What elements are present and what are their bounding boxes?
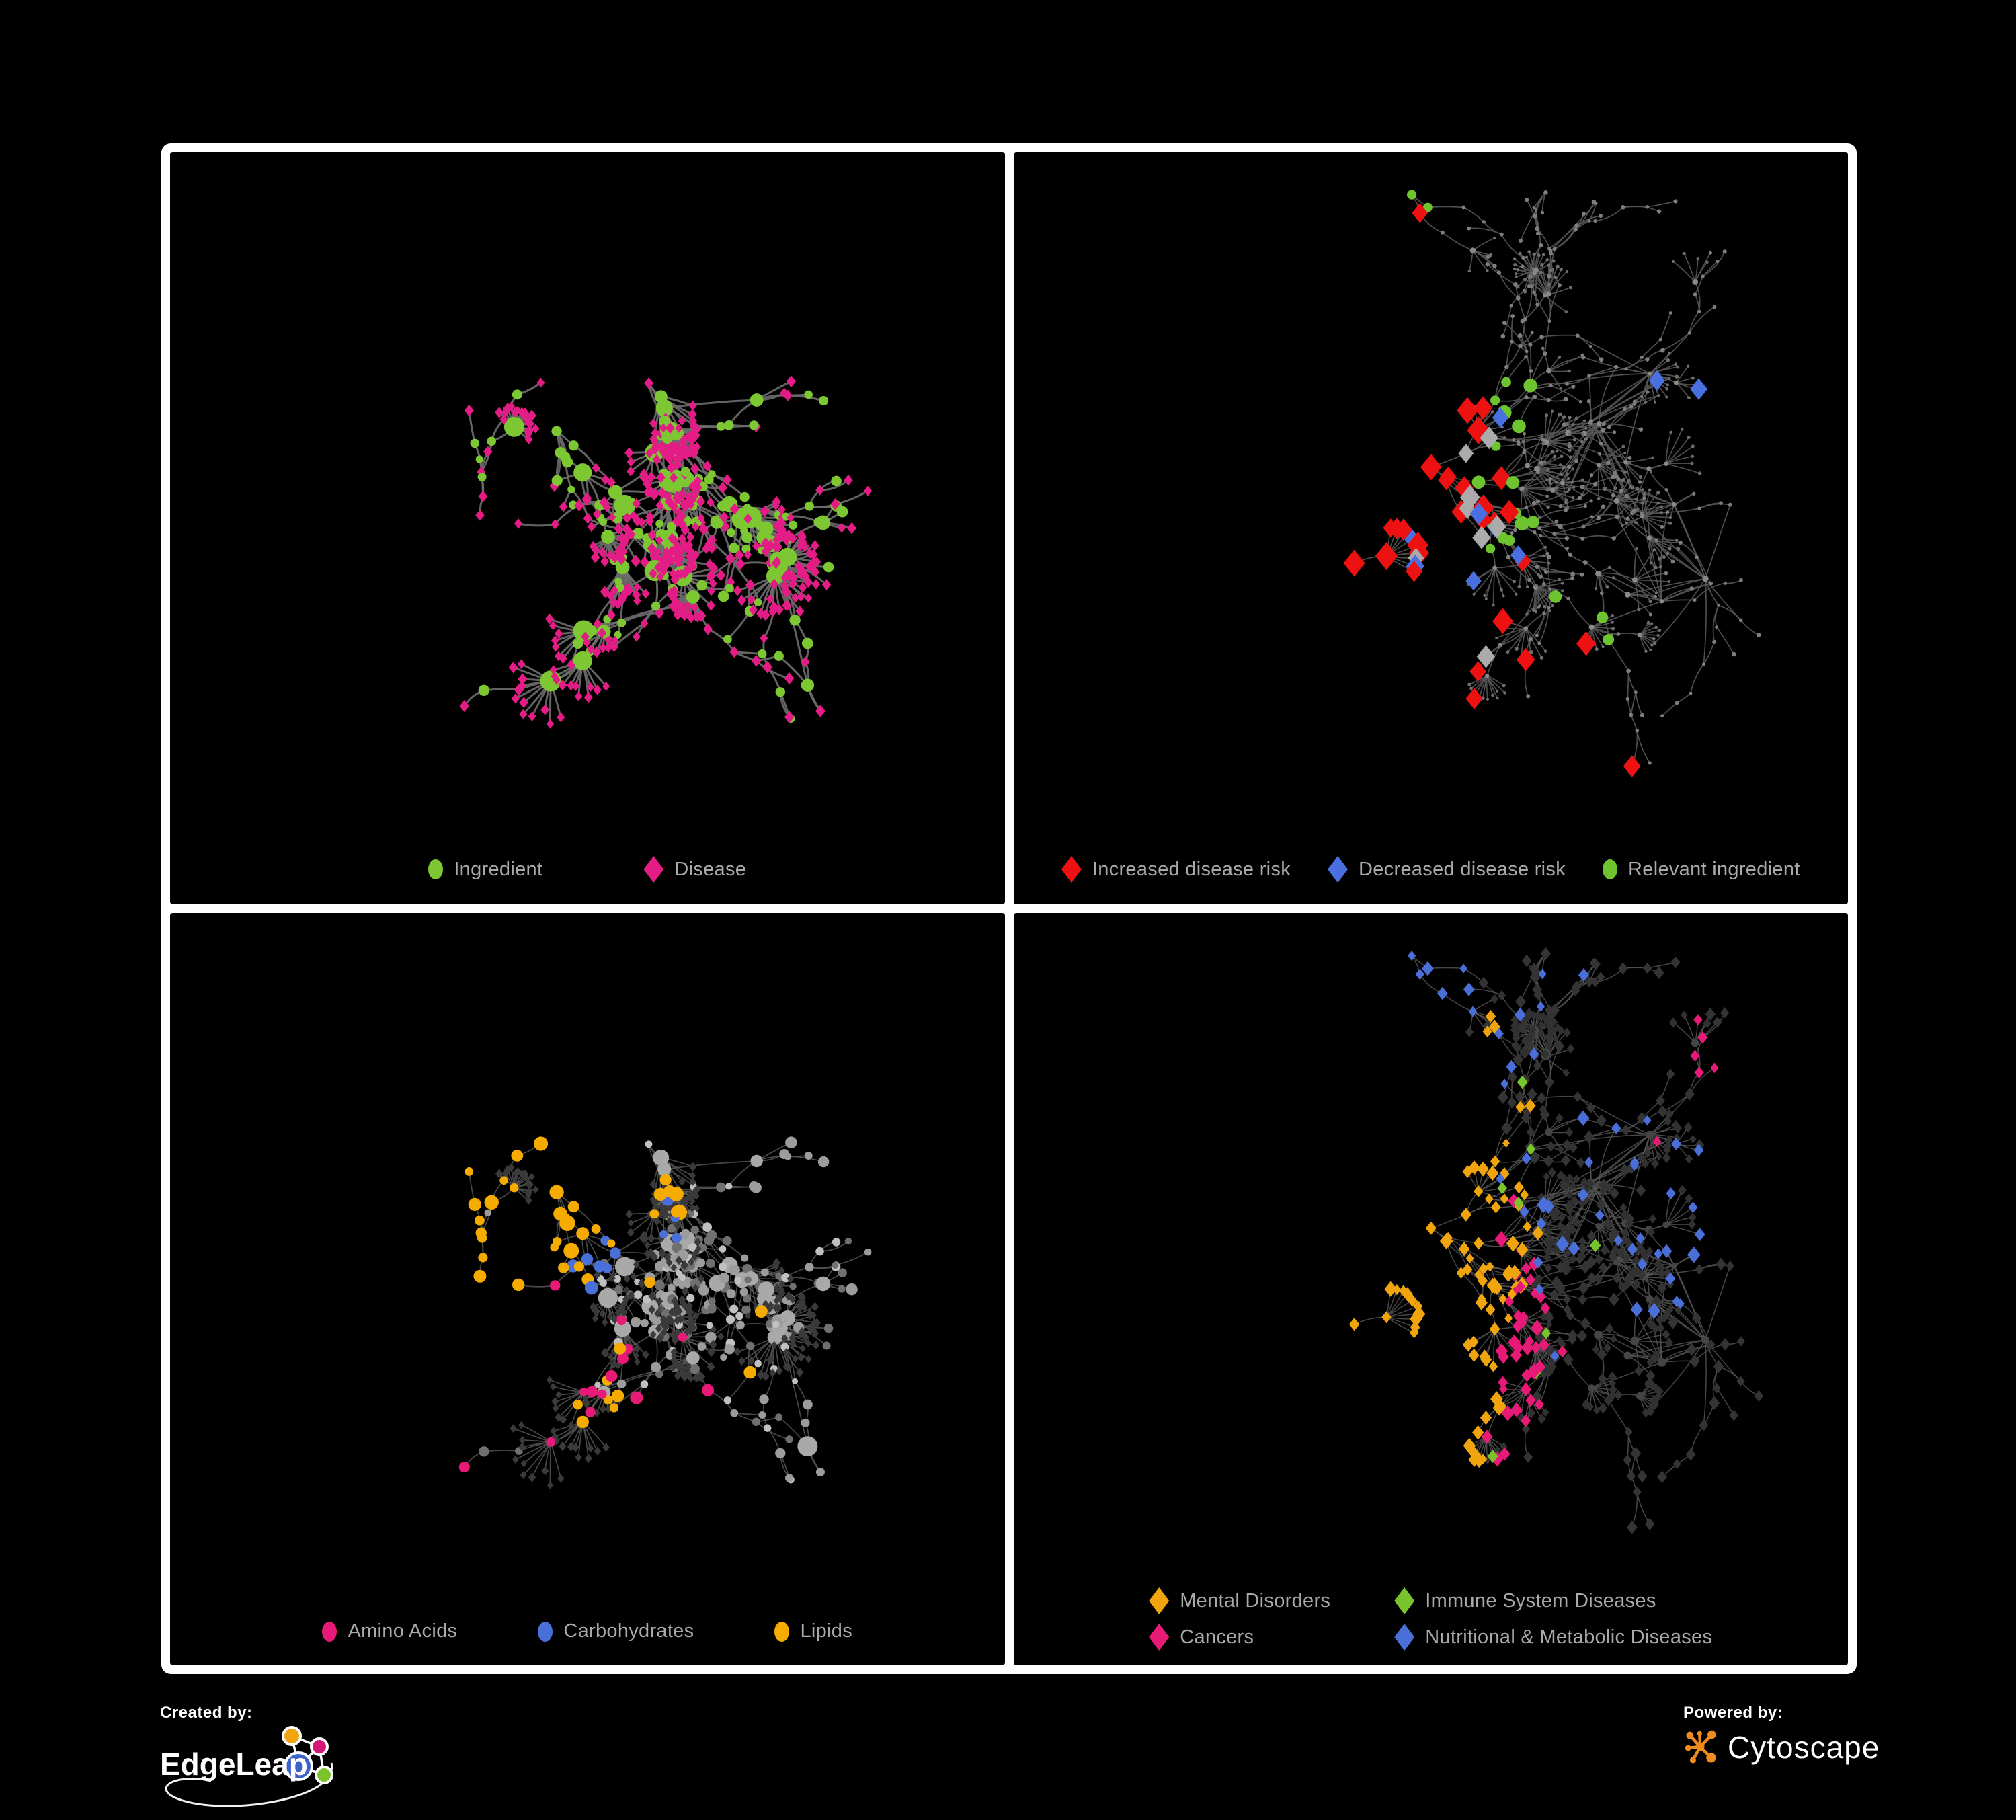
created-by-label: Created by: bbox=[160, 1704, 253, 1722]
diamond-marker bbox=[643, 856, 664, 883]
diamond-marker bbox=[1149, 1624, 1170, 1651]
disease-categories-legend: Mental Disorders Immune System Diseases Ca… bbox=[1014, 1587, 1849, 1651]
legend-item-lipids: Lipids bbox=[774, 1620, 852, 1643]
diamond-marker bbox=[1394, 1587, 1415, 1614]
legend-label: Decreased disease risk bbox=[1359, 858, 1566, 880]
nutrient-classes-legend: Amino Acids Carbohydrates Lipids bbox=[170, 1620, 1005, 1643]
edgeleap-logo-nodes bbox=[282, 1726, 333, 1784]
edgeleap-wordmark: EdgeLeap bbox=[160, 1747, 308, 1782]
edgeleap-node-green bbox=[315, 1766, 333, 1784]
ingredient-disease-legend: Ingredient Disease bbox=[170, 856, 1005, 883]
legend-label: Amino Acids bbox=[348, 1620, 458, 1642]
legend-item-nutritional-metabolic-diseases: Nutritional & Metabolic Diseases bbox=[1394, 1624, 1712, 1651]
panel-ingredient-disease: Ingredient Disease bbox=[170, 152, 1005, 904]
legend-item-immune-system-diseases: Immune System Diseases bbox=[1394, 1587, 1712, 1614]
legend-label: Relevant ingredient bbox=[1628, 858, 1800, 880]
circle-marker bbox=[538, 1621, 553, 1642]
disease-risk-network-graph bbox=[1343, 190, 1761, 777]
ingredient-disease-network-graph bbox=[459, 375, 873, 729]
cytoscape-icon-nodes bbox=[1685, 1730, 1716, 1764]
legend-item-ingredient: Ingredient bbox=[428, 859, 542, 881]
powered-by-label: Powered by: bbox=[1683, 1704, 1783, 1722]
legend-label: Lipids bbox=[800, 1620, 853, 1642]
edgeleap-node-yellow bbox=[282, 1726, 302, 1746]
circle-marker bbox=[428, 859, 444, 879]
legend-label: Nutritional & Metabolic Diseases bbox=[1425, 1626, 1713, 1648]
legend-item-increased-disease-risk: Increased disease risk bbox=[1061, 856, 1291, 883]
cytoscape-wordmark: Cytoscape bbox=[1728, 1730, 1880, 1765]
panel-grid: Ingredient Disease Increased disease risk… bbox=[161, 143, 1857, 1674]
disease-risk-legend: Increased disease risk Decreased disease … bbox=[1014, 856, 1849, 883]
panel-disease-risk: Increased disease risk Decreased disease … bbox=[1013, 152, 1849, 904]
legend-item-amino-acids: Amino Acids bbox=[322, 1620, 457, 1643]
disease-categories-network-graph bbox=[1348, 947, 1763, 1534]
legend-label: Increased disease risk bbox=[1092, 858, 1291, 880]
nutrient-classes-network-graph bbox=[458, 1136, 872, 1489]
diamond-marker bbox=[1149, 1587, 1170, 1614]
diamond-marker bbox=[1061, 856, 1082, 883]
diamond-marker bbox=[1394, 1624, 1415, 1651]
legend-label: Carbohydrates bbox=[563, 1620, 694, 1642]
circle-marker bbox=[774, 1621, 790, 1642]
legend-item-cancers: Cancers bbox=[1149, 1624, 1330, 1651]
edgeleap-credit: Created by: EdgeLeap bbox=[160, 1704, 362, 1815]
edgeleap-node-blue bbox=[284, 1751, 313, 1781]
diamond-marker bbox=[1328, 856, 1348, 883]
legend-item-decreased-disease-risk: Decreased disease risk bbox=[1328, 856, 1566, 883]
legend-item-disease: Disease bbox=[643, 856, 746, 883]
legend-label: Immune System Diseases bbox=[1425, 1589, 1656, 1612]
legend-label: Cancers bbox=[1180, 1626, 1254, 1648]
cytoscape-icon bbox=[1685, 1730, 1716, 1764]
legend-item-carbohydrates: Carbohydrates bbox=[538, 1620, 694, 1643]
circle-marker bbox=[322, 1621, 337, 1642]
edgeleap-node-pink bbox=[310, 1737, 329, 1756]
panel-nutrient-classes: Amino Acids Carbohydrates Lipids bbox=[170, 913, 1005, 1665]
edgeleap-logo: EdgeLeap bbox=[160, 1726, 333, 1807]
legend-item-mental-disorders: Mental Disorders bbox=[1149, 1587, 1330, 1614]
edgeleap-swoosh bbox=[165, 1762, 333, 1807]
panel-disease-categories: Mental Disorders Immune System Diseases Ca… bbox=[1013, 913, 1849, 1665]
cytoscape-credit: Powered by: bbox=[1683, 1704, 1880, 1767]
cytoscape-lockup: Cytoscape bbox=[1683, 1728, 1880, 1767]
legend-item-relevant-ingredient: Relevant ingredient bbox=[1603, 859, 1800, 881]
circle-marker bbox=[1603, 859, 1618, 879]
legend-label: Mental Disorders bbox=[1180, 1589, 1331, 1612]
legend-label: Disease bbox=[674, 858, 747, 880]
legend-label: Ingredient bbox=[454, 858, 543, 880]
